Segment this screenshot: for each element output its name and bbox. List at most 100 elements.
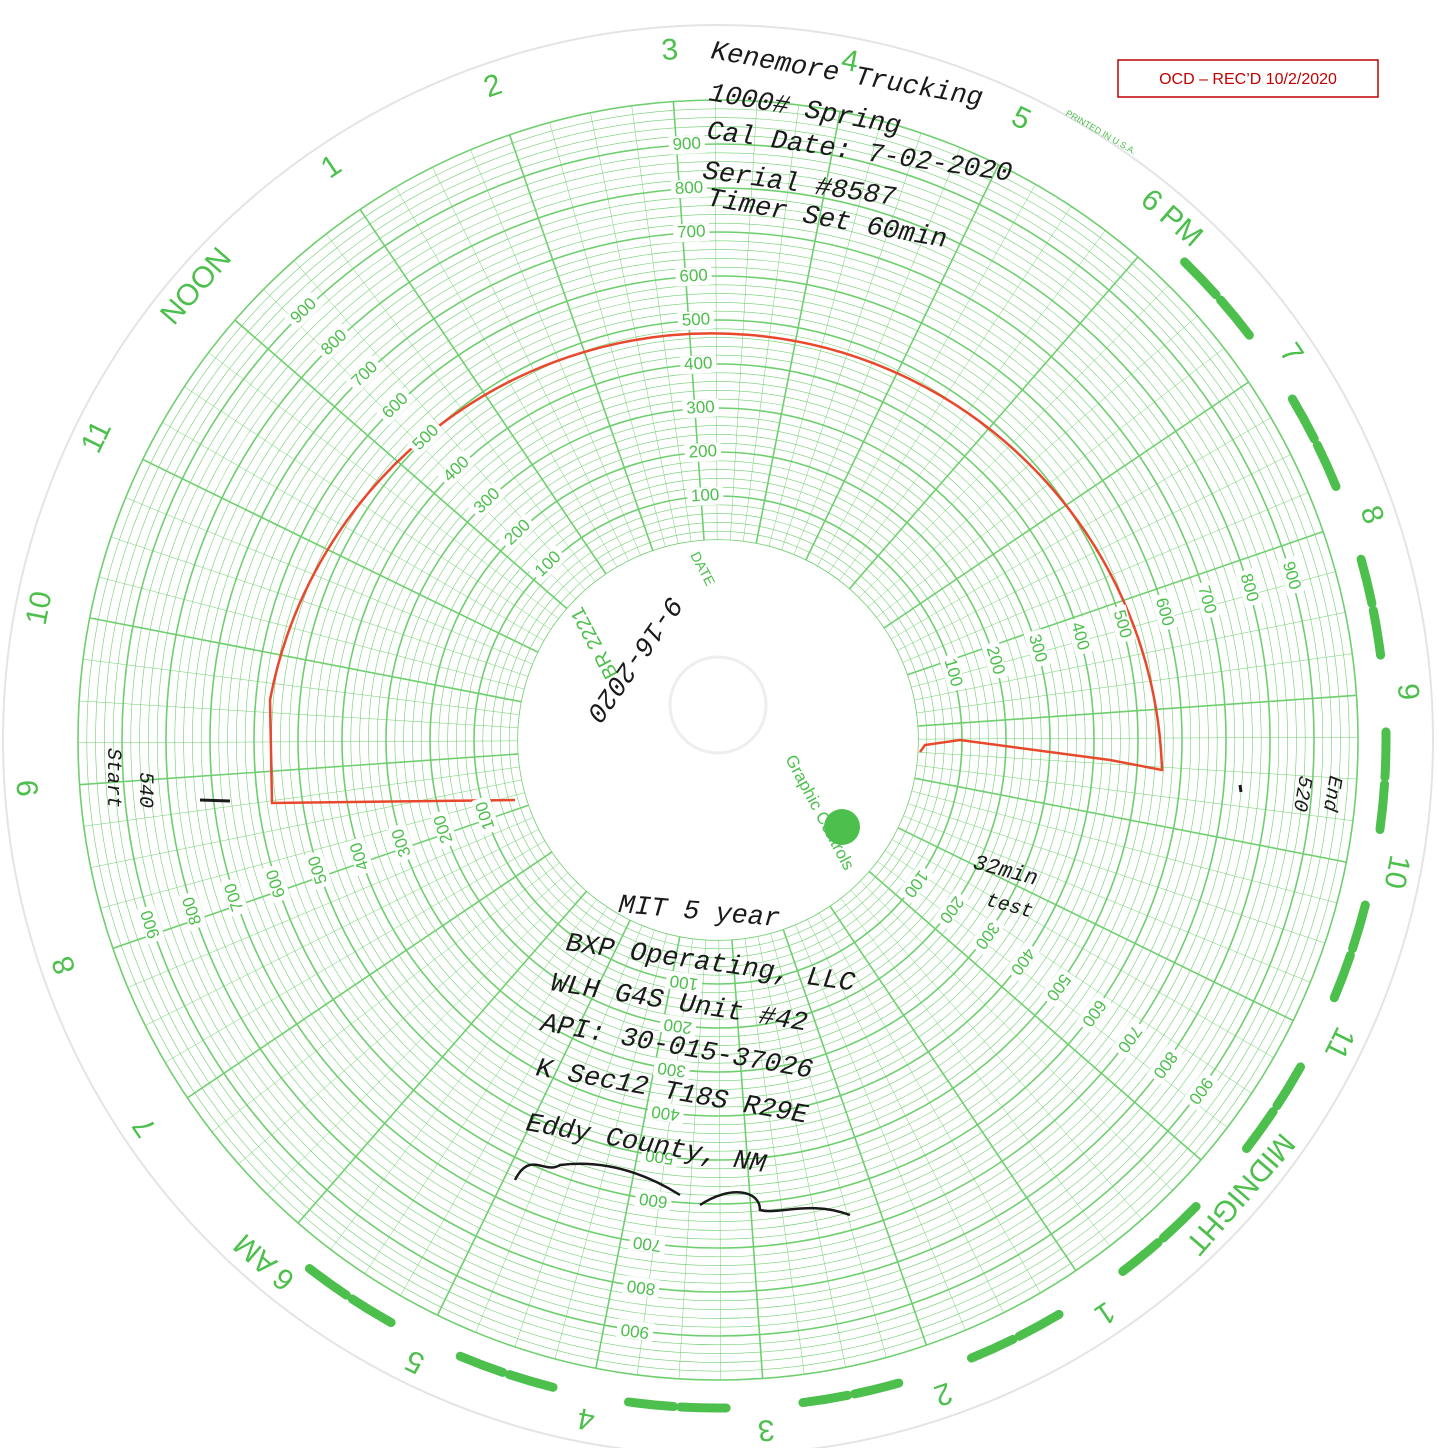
ring — [156, 178, 1280, 1302]
scale-label-bg — [315, 323, 354, 362]
radial — [911, 790, 1337, 904]
grid — [77, 99, 1391, 1413]
ring — [288, 310, 1148, 1170]
scale-label-bg — [897, 863, 934, 904]
ring — [121, 143, 1315, 1337]
radial — [432, 167, 629, 562]
radial — [470, 149, 641, 556]
radial — [804, 164, 1000, 561]
scale-label-bg — [1023, 628, 1051, 669]
time-band — [1216, 295, 1254, 340]
radial — [678, 939, 707, 1379]
radial — [400, 913, 619, 1296]
radial — [100, 792, 526, 909]
ring — [280, 302, 1156, 1178]
center-hole — [518, 540, 918, 940]
scale-label-bg — [684, 442, 722, 463]
radial — [903, 815, 1311, 983]
radial — [125, 497, 533, 665]
pen-marks — [199, 784, 1243, 803]
radial — [840, 897, 1111, 1247]
scale-label: 100 — [669, 971, 700, 994]
scale-label-bg — [1150, 592, 1178, 632]
scale-label-bg — [675, 266, 713, 287]
radial — [755, 111, 841, 544]
scale-label-bg — [672, 222, 710, 243]
scale-label-bg — [646, 1100, 685, 1124]
time-band — [305, 1264, 351, 1300]
scale-label-bg — [652, 1057, 691, 1081]
scale-label-bg — [615, 1318, 655, 1342]
scale-label-bg — [1065, 616, 1094, 657]
ring — [236, 258, 1200, 1222]
radial — [875, 347, 1225, 618]
scale-label-bg — [529, 545, 568, 584]
radial — [782, 928, 928, 1346]
radial — [127, 817, 534, 988]
scale-label: 900 — [672, 134, 701, 154]
time-band — [455, 1351, 508, 1377]
ring — [200, 222, 1236, 1258]
radial — [891, 839, 1274, 1058]
radial — [859, 880, 1173, 1191]
radial — [917, 736, 1358, 740]
radial — [917, 694, 1357, 727]
scale-label-bg — [468, 482, 507, 521]
time-band — [676, 1402, 731, 1413]
time-band — [1380, 727, 1391, 782]
ring — [491, 513, 945, 967]
hour-label: 4 — [575, 1401, 598, 1437]
ring — [86, 108, 1350, 1372]
scale-label-bg — [178, 890, 208, 931]
radial — [595, 936, 681, 1369]
radial — [90, 779, 523, 868]
ring — [297, 319, 1139, 1161]
ring — [192, 214, 1244, 1266]
scale-label-bg — [1111, 1018, 1147, 1059]
ring — [315, 337, 1121, 1143]
hour-label: 10 — [20, 589, 59, 628]
hub — [668, 655, 768, 755]
radial — [916, 653, 1353, 714]
scale-label-bg — [634, 1188, 673, 1211]
ring — [183, 205, 1253, 1275]
scale-label-bg — [968, 915, 1005, 955]
scale-label-bg — [1192, 580, 1220, 620]
ring — [139, 161, 1297, 1319]
ring — [368, 390, 1068, 1090]
radial — [267, 881, 578, 1195]
scale-label-bg — [1235, 568, 1263, 608]
radial — [184, 386, 552, 630]
scale-label: 600 — [638, 1189, 669, 1212]
radial — [848, 256, 1139, 590]
ring — [95, 117, 1341, 1363]
signature — [513, 1162, 851, 1217]
time-band — [1158, 1202, 1201, 1243]
radial — [902, 492, 1309, 663]
hour-label: 4 — [839, 43, 862, 79]
scale-label-bg — [376, 387, 415, 426]
time-band — [1329, 950, 1355, 1003]
radial — [162, 422, 545, 641]
scale-label-bg — [1182, 1070, 1219, 1111]
radial — [744, 938, 805, 1375]
scale-label: 300 — [686, 397, 715, 417]
radial — [142, 458, 539, 654]
time-band — [1356, 554, 1377, 608]
scale-label-bg — [346, 836, 375, 877]
scale-label: 800 — [626, 1276, 657, 1299]
radial — [325, 233, 596, 583]
scale-label: 300 — [656, 1058, 687, 1081]
radial — [590, 112, 679, 545]
radial — [145, 829, 540, 1026]
scale-label-bg — [437, 450, 477, 489]
time-band — [1242, 1107, 1278, 1153]
scale-label-bg — [640, 1144, 679, 1168]
ring — [77, 99, 1359, 1381]
radial — [475, 925, 643, 1333]
scale-label-bg — [664, 970, 704, 994]
scale-label-bg — [1108, 604, 1136, 645]
time-band — [1312, 440, 1341, 492]
ring — [394, 416, 1042, 1064]
start-note: 540 — [133, 772, 156, 808]
